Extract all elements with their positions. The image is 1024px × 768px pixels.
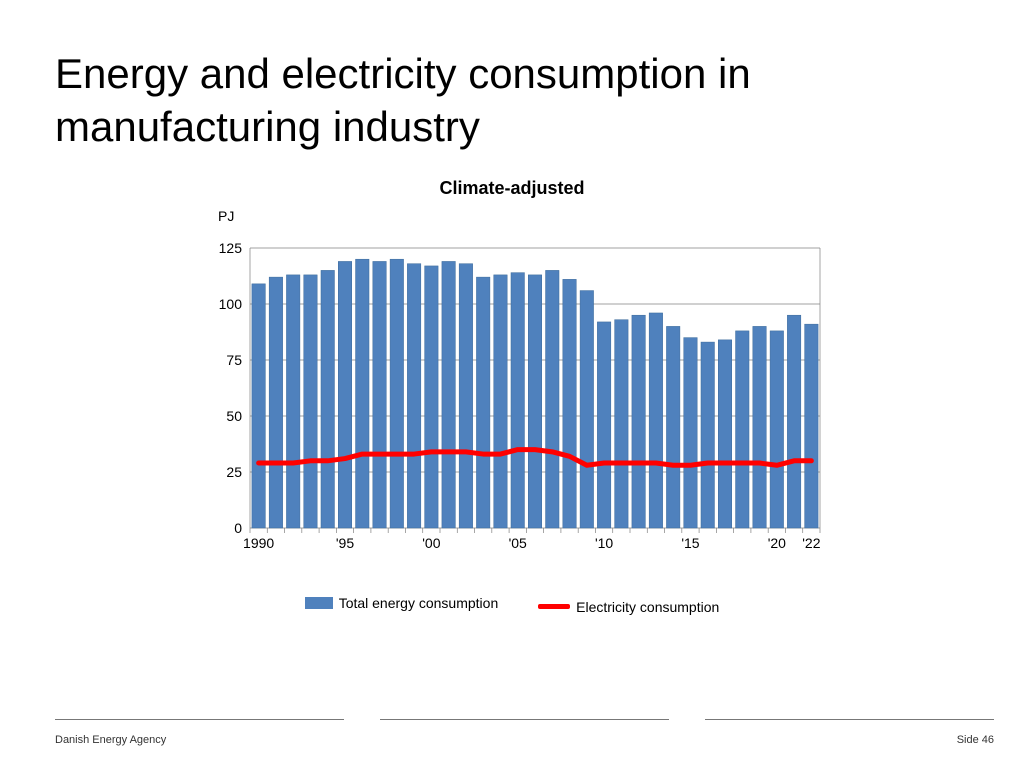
y-axis-unit: PJ: [218, 208, 234, 224]
legend-swatch-line: [538, 604, 570, 609]
chart-area: 0 25 50 75 100 125 1990 '95 '00 '05 '10 '15 '20 '22: [190, 238, 830, 558]
legend-item-line: Electricity consumption: [538, 599, 719, 615]
svg-text:'95: '95: [336, 535, 354, 551]
svg-text:'22: '22: [802, 535, 820, 551]
svg-text:'20: '20: [768, 535, 786, 551]
svg-text:125: 125: [219, 240, 243, 256]
chart-legend: Total energy consumption Electricity con…: [0, 595, 1024, 615]
svg-text:25: 25: [226, 464, 242, 480]
chart-subtitle: Climate-adjusted: [0, 178, 1024, 199]
svg-text:'10: '10: [595, 535, 613, 551]
legend-label-bar: Total energy consumption: [339, 595, 499, 611]
svg-text:75: 75: [226, 352, 242, 368]
footer-divider: [55, 719, 994, 720]
svg-text:1990: 1990: [243, 535, 274, 551]
legend-item-bars: Total energy consumption: [305, 595, 499, 611]
legend-label-line: Electricity consumption: [576, 599, 719, 615]
svg-text:0: 0: [234, 520, 242, 536]
legend-swatch-bar: [305, 597, 333, 609]
svg-text:'15: '15: [681, 535, 699, 551]
svg-text:50: 50: [226, 408, 242, 424]
svg-text:'00: '00: [422, 535, 440, 551]
footer-page-number: Side 46: [957, 734, 994, 746]
footer-source: Danish Energy Agency: [55, 734, 166, 746]
svg-text:100: 100: [219, 296, 243, 312]
svg-text:'05: '05: [509, 535, 527, 551]
page-title: Energy and electricity consumption in ma…: [55, 48, 975, 153]
